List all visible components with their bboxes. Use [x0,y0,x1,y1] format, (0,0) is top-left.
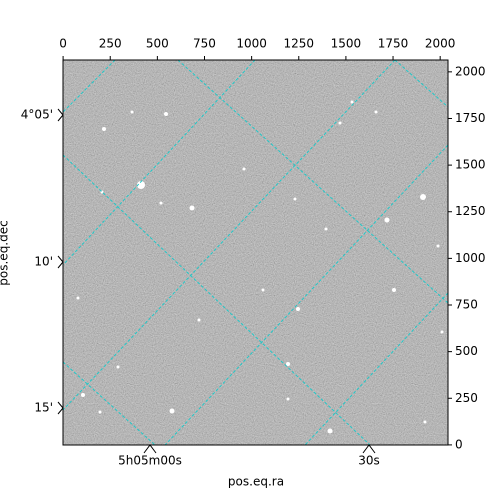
y-tick-label: 2000 [455,64,486,78]
grid-line [63,154,371,445]
dec-tick-label: 10' [34,255,53,269]
y-tick-label: 1750 [455,111,486,125]
grid-line [63,361,156,445]
stars [76,100,444,434]
x-tick-label: 1500 [331,37,362,51]
dec-tick [57,401,64,415]
x-tick-label: 1250 [283,37,314,51]
y-tick-label: 1500 [455,158,486,172]
x-tick-label: 0 [59,37,67,51]
ra-tick-label: 5h05m00s [118,454,182,468]
coordinate-grid [63,60,448,445]
grid-line [177,60,448,304]
dec-tick-label: 15' [34,401,53,415]
y-tick-label: 1000 [455,251,486,265]
dec-tick [57,255,64,269]
ra-tick [143,444,157,454]
y-tick-label: 1250 [455,204,486,218]
x-tick-label: 1750 [378,37,409,51]
grid-line [63,60,256,266]
grid-line [394,60,448,108]
grid-line [63,60,396,411]
x-tick-label: 250 [99,37,122,51]
axes-frame [62,59,449,446]
sky-image [63,60,448,445]
grid-line [164,144,448,445]
y-tick-label: 250 [455,391,478,405]
x-tick-label: 1000 [236,37,267,51]
x-axis-label: pos.eq.ra [228,475,284,489]
y-tick-label: 750 [455,298,478,312]
y-tick-label: 500 [455,344,478,358]
ra-tick [362,444,376,454]
x-tick-label: 2000 [425,37,456,51]
dec-tick-label: 4°05' [21,108,53,122]
x-tick-label: 500 [146,37,169,51]
dec-tick [57,108,64,122]
image-background [63,60,448,445]
grid-line [63,60,116,113]
x-tick-label: 750 [193,37,216,51]
ra-tick-label: 30s [358,454,380,468]
y-axis-label: pos.eq.dec [0,220,11,285]
y-tick-label: 0 [455,437,463,451]
